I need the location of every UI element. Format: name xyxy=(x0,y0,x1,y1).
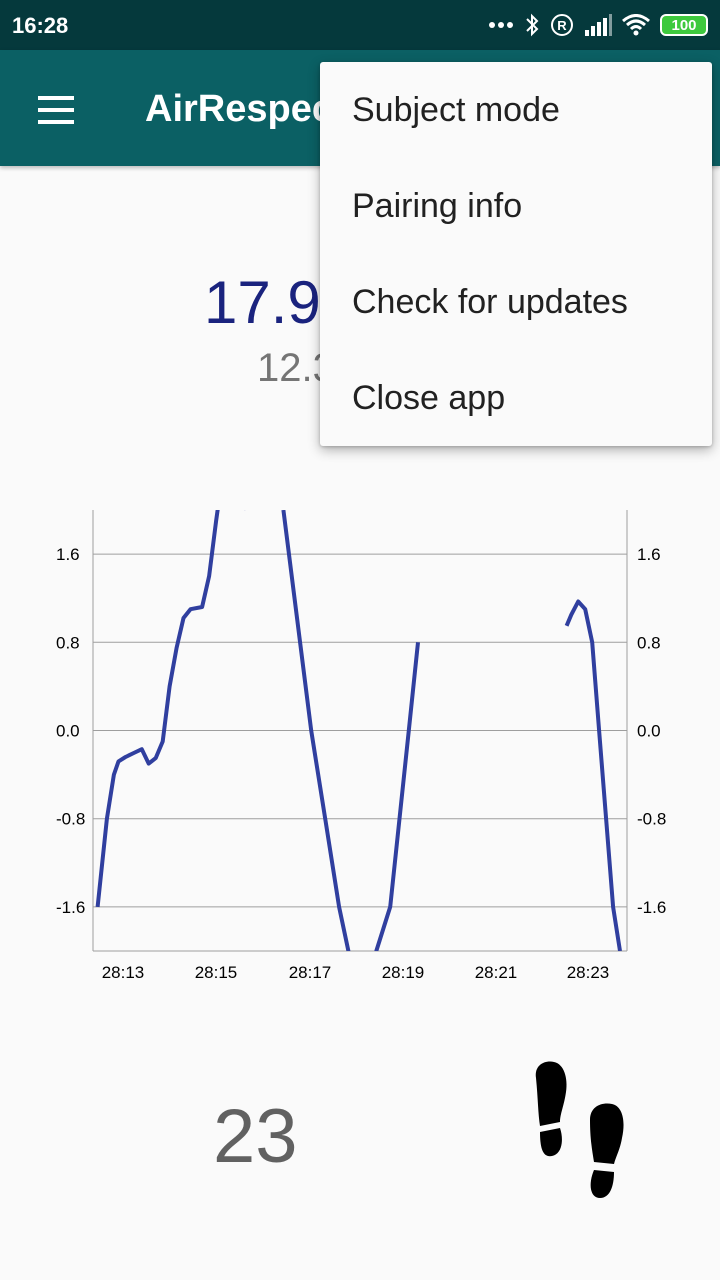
x-tick-label: 28:15 xyxy=(195,963,238,982)
y-tick-label-left: -1.6 xyxy=(56,898,85,917)
y-tick-label-right: 0.0 xyxy=(637,722,661,741)
y-tick-label-right: 0.8 xyxy=(637,633,661,652)
overflow-menu: Subject mode Pairing info Check for upda… xyxy=(320,62,712,446)
x-tick-label: 28:17 xyxy=(289,963,332,982)
x-tick-label: 28:19 xyxy=(382,963,425,982)
y-tick-label-left: 0.8 xyxy=(56,633,80,652)
more-dots-icon xyxy=(488,21,514,29)
x-tick-label: 28:21 xyxy=(475,963,518,982)
series-line-segment xyxy=(564,599,622,951)
breathing-chart: 1.6 1.6 0.8 0.8 0.0 0.0 -0.8 -0.8 -1.6 -1.6 28:13 2… xyxy=(56,510,666,982)
menu-item-subject-mode[interactable]: Subject mode xyxy=(352,90,560,129)
status-bar: 16:28 R 100 xyxy=(0,0,720,50)
hamburger-menu-icon[interactable] xyxy=(30,90,82,130)
menu-item-check-updates[interactable]: Check for updates xyxy=(352,282,628,321)
status-time: 16:28 xyxy=(12,13,69,38)
status-icons: R 100 xyxy=(488,10,708,40)
roaming-r-icon: R xyxy=(550,13,574,37)
app-title: AirRespeck xyxy=(145,88,355,130)
x-tick-label: 28:23 xyxy=(567,963,610,982)
main-reading: 17.9 xyxy=(204,269,321,336)
y-tick-label-right: -0.8 xyxy=(637,810,666,829)
step-count: 23 xyxy=(213,1094,298,1179)
footsteps-icon xyxy=(535,1061,624,1198)
menu-item-pairing-info[interactable]: Pairing info xyxy=(352,186,523,225)
y-tick-label-right: -1.6 xyxy=(637,898,666,917)
y-tick-label-left: 1.6 xyxy=(56,545,80,564)
wifi-icon xyxy=(622,14,650,36)
y-tick-label-left: 0.0 xyxy=(56,722,80,741)
x-tick-label: 28:13 xyxy=(102,963,145,982)
menu-item-close-app[interactable]: Close app xyxy=(352,378,506,417)
svg-text:R: R xyxy=(557,18,567,33)
bluetooth-icon xyxy=(524,13,540,37)
signal-icon xyxy=(584,14,612,36)
series-line-segment xyxy=(281,510,420,951)
y-tick-label-left: -0.8 xyxy=(56,810,85,829)
y-tick-label-right: 1.6 xyxy=(637,545,661,564)
series-line-segment xyxy=(95,510,247,908)
battery-icon: 100 xyxy=(660,14,708,36)
battery-level: 100 xyxy=(671,16,697,34)
